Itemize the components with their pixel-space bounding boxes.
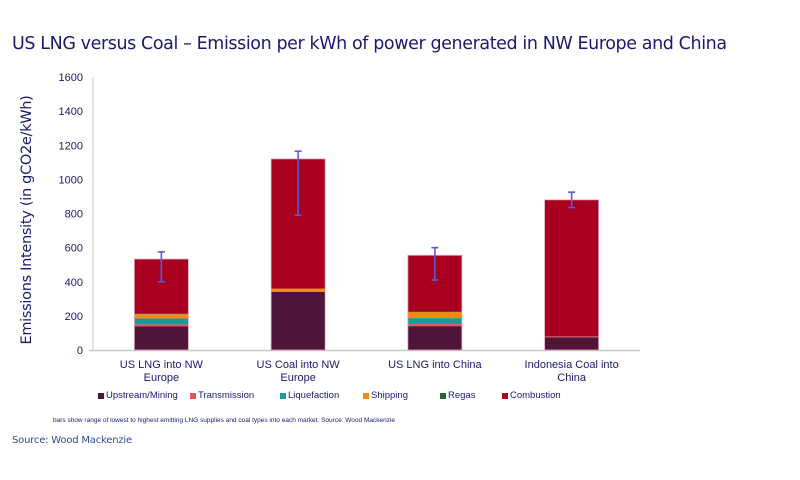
legend: Upstream/Mining Transmission Liquefaction S… [0,390,800,406]
bar-segment-transmission [544,336,599,338]
y-tick-label: 400 [65,277,83,289]
bar-segment-upstream-mining [271,291,326,350]
legend-label: Combustion [510,390,561,401]
legend-swatch [440,392,446,399]
category-label: Indonesia Coal into [525,359,619,371]
bar-segment-shipping [134,314,189,319]
y-tick-label: 0 [77,345,83,357]
bar-segment-shipping [407,312,462,319]
bar-segment-regas [407,311,462,313]
legend-swatch [502,392,508,399]
bar-segment-upstream-mining [134,326,189,350]
bar-segment-combustion [544,199,599,337]
legend-label: Upstream/Mining [106,390,178,401]
legend-label: Shipping [371,390,408,401]
category-label: US LNG into China [388,359,482,371]
legend-swatch [280,392,286,399]
category-label: Europe [280,372,315,384]
bar-segment-liquefaction [407,318,462,325]
legend-item-combustion: Combustion [502,390,561,401]
bar-segment-regas [134,313,189,315]
legend-swatch [98,392,104,399]
legend-item-shipping: Shipping [363,390,408,401]
legend-label: Liquefaction [288,390,340,401]
legend-swatch [190,392,196,399]
y-tick-label: 600 [65,243,83,255]
chart-note: bars show range of lowest to highest emi… [53,417,396,424]
legend-label: Regas [448,390,476,401]
bar-segment-shipping [271,288,326,292]
y-tick-label: 200 [65,311,83,323]
axes: 0 200 400 600 800 1000 1200 1400 1600 [59,72,640,357]
bars [133,158,600,351]
legend-swatch [363,392,369,399]
legend-item-transmission: Transmission [190,390,254,401]
y-tick-label: 1200 [59,140,83,152]
category-label: US Coal into NW [257,359,341,371]
legend-label: Transmission [198,390,255,401]
legend-item-upstream-mining: Upstream/Mining [98,390,178,401]
category-label: China [557,372,587,384]
y-tick-label: 1400 [59,106,83,118]
chart-title: US LNG versus Coal – Emission per kWh of… [12,34,727,54]
bar-segment-transmission [407,324,462,327]
category-label: US LNG into NW [120,359,204,371]
y-tick-label: 800 [65,209,83,221]
bar-segment-upstream-mining [407,326,462,350]
legend-item-regas: Regas [440,390,475,401]
bar-segment-upstream-mining [544,337,599,350]
source-text: Source: Wood Mackenzie [12,435,132,446]
category-label: Europe [144,372,179,384]
legend-item-liquefaction: Liquefaction [280,390,339,401]
error-bars [157,150,576,283]
y-tick-label: 1600 [59,72,83,84]
y-tick-label: 1000 [59,174,83,186]
bar-segment-transmission [134,324,189,327]
bar-segment-liquefaction [134,318,189,325]
